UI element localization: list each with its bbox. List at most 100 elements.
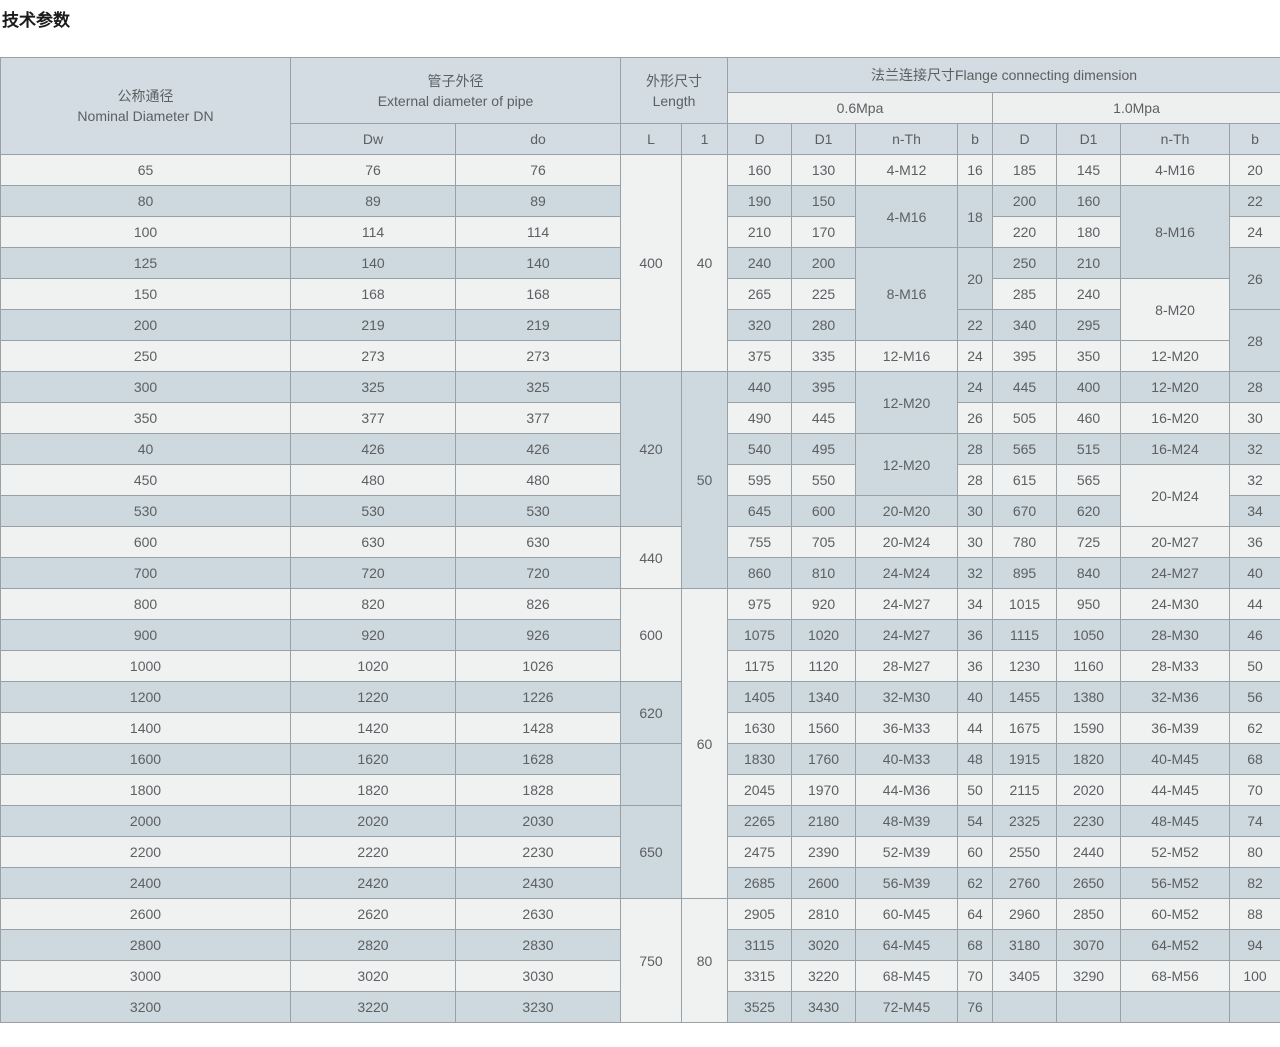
table-cell: 480	[291, 465, 456, 496]
table-cell: 2020	[1057, 775, 1121, 806]
table-cell: 395	[993, 341, 1057, 372]
table-cell: 445	[792, 403, 856, 434]
table-cell: 240	[1057, 279, 1121, 310]
table-cell: 28	[958, 465, 993, 496]
table-cell: 2230	[456, 837, 621, 868]
table-cell: 375	[728, 341, 792, 372]
table-cell: 377	[456, 403, 621, 434]
table-cell: 350	[1057, 341, 1121, 372]
table-cell: 20-M24	[856, 527, 958, 558]
table-cell: 60-M45	[856, 899, 958, 930]
table-cell: 1590	[1057, 713, 1121, 744]
table-cell: 12-M20	[1121, 372, 1230, 403]
table-cell: 12-M20	[1121, 341, 1230, 372]
table-cell: 1828	[456, 775, 621, 806]
table-cell: 36	[958, 620, 993, 651]
table-cell: 1560	[792, 713, 856, 744]
table-cell: 860	[728, 558, 792, 589]
table-cell: 3290	[1057, 961, 1121, 992]
table-cell: 32	[1230, 465, 1280, 496]
table-cell: 2810	[792, 899, 856, 930]
table-cell: 1015	[993, 589, 1057, 620]
technical-parameters-table: 公称通径 Nominal Diameter DN 管子外径 External d…	[0, 57, 1280, 1023]
col-header-nth-06: n-Th	[856, 124, 958, 155]
col-header-d-06: D	[728, 124, 792, 155]
table-cell: 219	[456, 310, 621, 341]
table-cell: 100	[1230, 961, 1280, 992]
col-header-d1-10: D1	[1057, 124, 1121, 155]
table-cell: 1420	[291, 713, 456, 744]
table-cell: 50	[1230, 651, 1280, 682]
table-cell: 32	[958, 558, 993, 589]
table-cell: 200	[1, 310, 291, 341]
table-cell: 1230	[993, 651, 1057, 682]
table-cell: 3115	[728, 930, 792, 961]
table-cell: 780	[993, 527, 1057, 558]
table-cell: 65	[1, 155, 291, 186]
table-cell: 377	[291, 403, 456, 434]
table-cell: 180	[1057, 217, 1121, 248]
table-cell: 810	[792, 558, 856, 589]
table-cell: 68-M56	[1121, 961, 1230, 992]
table-cell: 285	[993, 279, 1057, 310]
table-cell: 114	[456, 217, 621, 248]
table-cell: 34	[958, 589, 993, 620]
table-cell: 76	[456, 155, 621, 186]
table-cell: 1970	[792, 775, 856, 806]
table-cell: 3070	[1057, 930, 1121, 961]
table-cell: 24	[958, 341, 993, 372]
table-cell: 2620	[291, 899, 456, 930]
table-cell: 2685	[728, 868, 792, 899]
table-cell: 80	[682, 899, 728, 1023]
table-cell: 170	[792, 217, 856, 248]
table-cell: 295	[1057, 310, 1121, 341]
table-cell: 426	[456, 434, 621, 465]
table-cell: 24-M24	[856, 558, 958, 589]
table-cell: 950	[1057, 589, 1121, 620]
table-cell: 36-M39	[1121, 713, 1230, 744]
table-cell: 3000	[1, 961, 291, 992]
table-cell: 490	[728, 403, 792, 434]
table-cell: 130	[792, 155, 856, 186]
table-cell: 1380	[1057, 682, 1121, 713]
table-cell: 900	[1, 620, 291, 651]
table-cell: 36	[958, 651, 993, 682]
table-cell: 480	[456, 465, 621, 496]
table-cell: 3230	[456, 992, 621, 1023]
table-cell: 12-M16	[856, 341, 958, 372]
table-cell: 28-M33	[1121, 651, 1230, 682]
table-cell: 48	[958, 744, 993, 775]
table-cell: 28-M27	[856, 651, 958, 682]
table-cell: 125	[1, 248, 291, 279]
table-cell: 2850	[1057, 899, 1121, 930]
table-cell: 530	[291, 496, 456, 527]
table-cell: 74	[1230, 806, 1280, 837]
table-cell: 168	[456, 279, 621, 310]
table-cell: 530	[1, 496, 291, 527]
table-cell: 24	[1230, 217, 1280, 248]
external-diameter-zh: 管子外径	[293, 71, 618, 91]
table-cell: 1428	[456, 713, 621, 744]
table-cell: 20-M24	[1121, 465, 1230, 527]
table-cell: 140	[456, 248, 621, 279]
table-cell: 3220	[792, 961, 856, 992]
table-cell: 3180	[993, 930, 1057, 961]
table-cell: 820	[291, 589, 456, 620]
table-cell: 1400	[1, 713, 291, 744]
table-cell: 62	[1230, 713, 1280, 744]
table-cell: 56	[1230, 682, 1280, 713]
table-cell: 1220	[291, 682, 456, 713]
table-cell: 2650	[1057, 868, 1121, 899]
table-cell: 40-M33	[856, 744, 958, 775]
table-cell: 94	[1230, 930, 1280, 961]
table-cell: 2390	[792, 837, 856, 868]
table-cell: 28-M30	[1121, 620, 1230, 651]
table-cell: 3020	[291, 961, 456, 992]
table-cell: 76	[958, 992, 993, 1023]
table-cell: 2420	[291, 868, 456, 899]
table-cell: 750	[621, 899, 682, 1023]
